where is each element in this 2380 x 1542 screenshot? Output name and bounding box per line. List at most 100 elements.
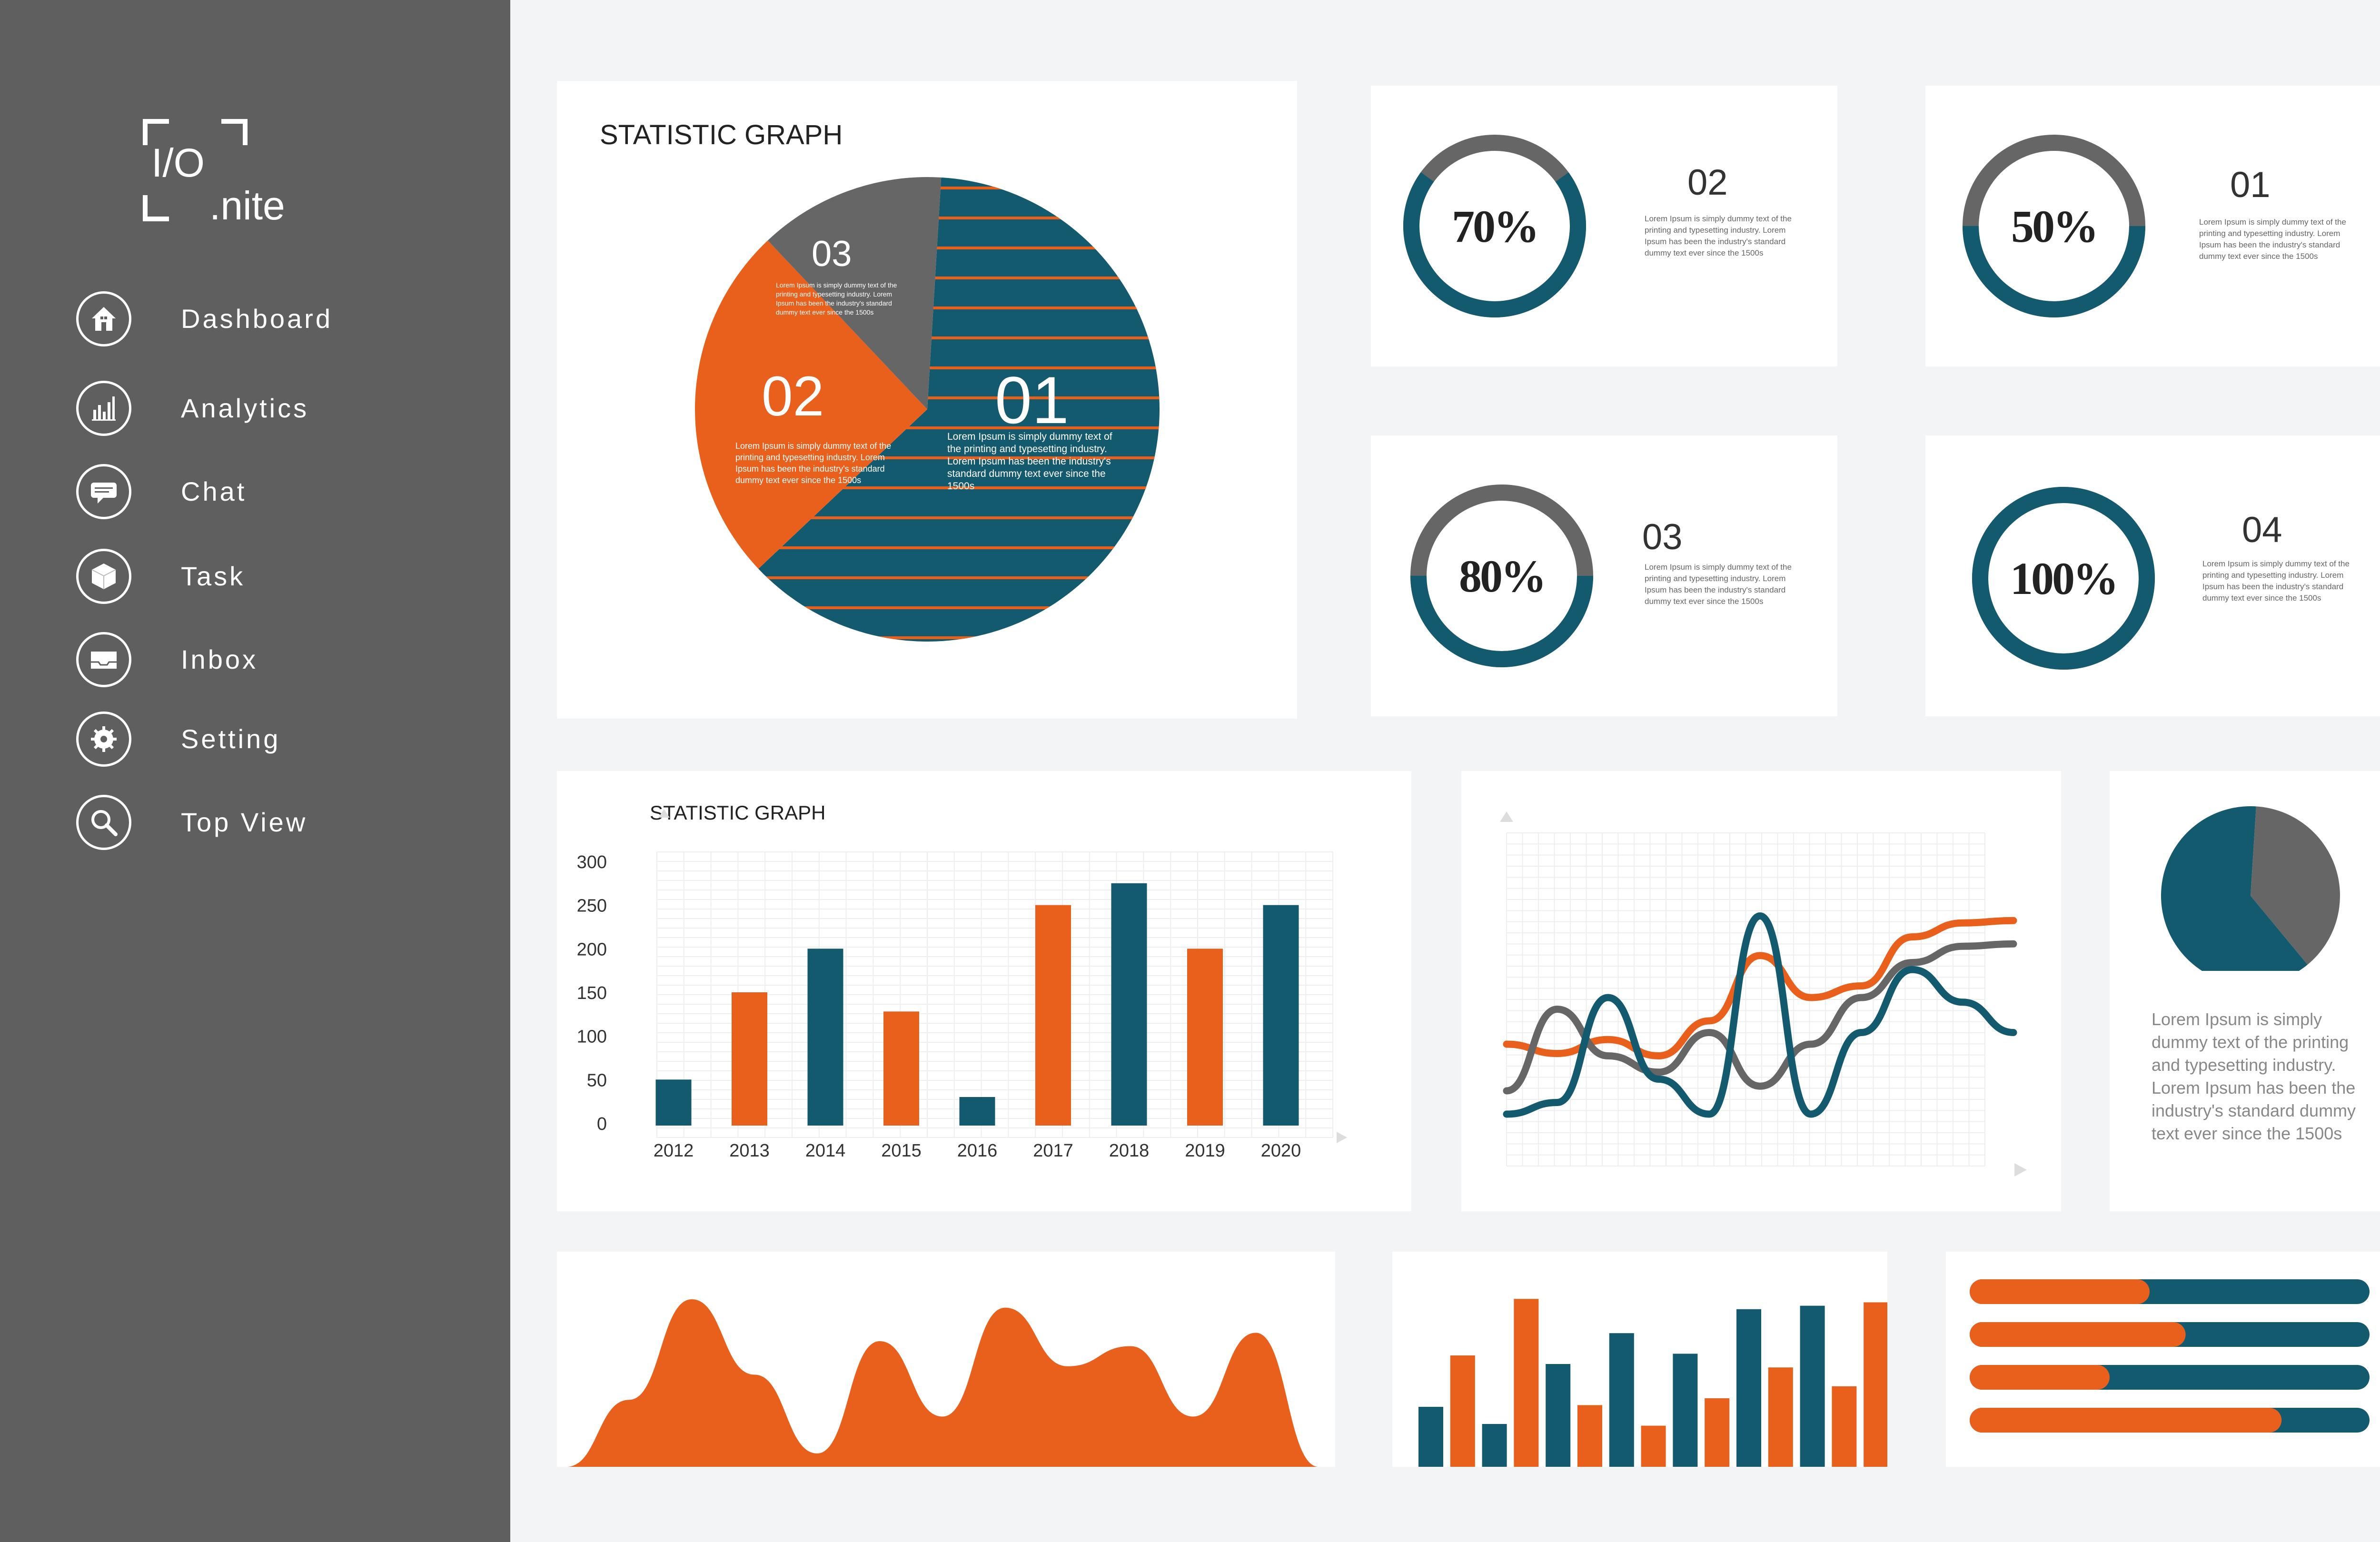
sidebar: I/O .nite Dashboard Analytics Chat Task … — [0, 0, 510, 1542]
sidebar-item-label: Inbox — [181, 644, 258, 674]
stripe — [758, 426, 1160, 429]
stripe — [758, 516, 1160, 519]
stripe — [758, 486, 1160, 489]
gear-icon — [76, 712, 131, 767]
bar-chart-card: STATISTIC GRAPH 0 50 100 150 200 250 300 2012 201… — [557, 771, 1411, 1211]
pie-chart-card: STATISTIC GRAPH 03 Lorem Ipsum is simply… — [557, 81, 1297, 719]
pie-text-02: Lorem Ipsum is simply dummy text of the … — [735, 441, 892, 485]
brand-logo: I/O .nite — [143, 119, 285, 228]
sidebar-item-setting[interactable]: Setting — [76, 712, 486, 773]
bar — [1609, 1333, 1634, 1467]
logo-text: I/O — [151, 140, 205, 185]
stripe — [758, 576, 1160, 579]
pie-slice — [2161, 806, 2308, 971]
area-chart — [566, 1299, 1319, 1467]
chat-icon — [76, 464, 131, 519]
pie-label-02: 02 — [762, 365, 824, 428]
gauge-percent: 80% — [1459, 551, 1547, 602]
pie-slice-02 — [695, 240, 927, 569]
stripe — [758, 456, 1160, 459]
card-title: STATISTIC GRAPH — [600, 119, 843, 150]
sidebar-item-top-view[interactable]: Top View — [76, 795, 486, 857]
bar — [1705, 1398, 1730, 1467]
y-tick-label: 0 — [597, 1114, 607, 1134]
sidebar-item-label: Setting — [181, 724, 281, 754]
mini-bar-chart — [1418, 1299, 1887, 1467]
bar — [1035, 905, 1071, 1126]
progress-ring — [1410, 484, 1593, 667]
inbox-icon — [76, 632, 131, 687]
sidebar-item-label: Analytics — [181, 393, 309, 423]
logo-corner — [143, 195, 169, 221]
small-pie-description: Lorem Ipsum is simply dummy text of the … — [2152, 1009, 2356, 1143]
sidebar-item-label: Top View — [181, 807, 308, 837]
sidebar-item-label: Chat — [181, 476, 247, 506]
y-tick-label: 300 — [577, 852, 607, 872]
progress-fill — [1970, 1408, 2282, 1433]
stripe — [758, 546, 1160, 549]
series-line — [1503, 917, 2017, 1060]
pie-chart — [695, 177, 1160, 642]
area-chart-card — [557, 1252, 1335, 1467]
x-tick-label: 2018 — [1109, 1141, 1150, 1161]
logo-text: .nite — [209, 183, 285, 228]
x-tick-label: 2014 — [805, 1141, 846, 1161]
bar — [1482, 1424, 1507, 1467]
y-tick-label: 200 — [577, 939, 607, 959]
sidebar-item-inbox[interactable]: Inbox — [76, 632, 486, 694]
bar — [1800, 1305, 1825, 1467]
ring-fill — [1963, 135, 2145, 317]
x-tick-label: 2012 — [654, 1141, 694, 1161]
sidebar-item-task[interactable]: Task — [76, 549, 486, 611]
mini-bar-card — [1392, 1252, 1887, 1467]
x-axis-arrow — [1337, 1132, 1347, 1143]
bar — [1263, 905, 1299, 1126]
bar — [1514, 1299, 1539, 1467]
progress-fill — [1970, 1365, 2110, 1390]
gauge-card: 70% 02 Lorem Ipsum is simply dummy text … — [1371, 86, 1837, 366]
bar — [1673, 1354, 1698, 1467]
bar — [1187, 949, 1223, 1126]
progress-bars — [1970, 1279, 2370, 1433]
bar — [1641, 1425, 1666, 1467]
y-tick-label: 250 — [577, 896, 607, 916]
x-tick-label: 2020 — [1261, 1141, 1301, 1161]
progress-bars-card — [1946, 1252, 2380, 1467]
area-fill — [566, 1299, 1319, 1467]
bar-chart: STATISTIC GRAPH 0 50 100 150 200 250 300 2012 201… — [577, 801, 1347, 1161]
gauge-card: 80% 03 Lorem Ipsum is simply dummy text … — [1371, 435, 1837, 716]
line-chart-card — [1461, 771, 2061, 1211]
pie-label-03: 03 — [812, 234, 852, 274]
progress-ring — [1972, 487, 2155, 670]
progress-ring — [1403, 135, 1586, 317]
pie-slice-03 — [767, 177, 942, 409]
sidebar-item-chat[interactable]: Chat — [76, 464, 486, 526]
cube-icon — [76, 549, 131, 604]
search-icon — [76, 795, 131, 850]
gauge-description: Lorem Ipsum is simply dummy text of the … — [2202, 559, 2350, 603]
gauge-number: 01 — [2230, 165, 2271, 205]
logo-corner — [221, 119, 248, 145]
y-tick-label: 50 — [587, 1070, 607, 1090]
gauge-number: 02 — [1687, 162, 1728, 203]
bar — [807, 949, 843, 1126]
stripe — [758, 606, 1160, 609]
bar — [1111, 883, 1147, 1126]
bar — [883, 1011, 919, 1126]
bar-chart-icon — [76, 381, 131, 436]
pie-slice — [2251, 806, 2340, 965]
y-tick-label: 100 — [577, 1027, 607, 1047]
stripe — [758, 366, 1160, 369]
stripe — [758, 217, 1160, 219]
bar — [1832, 1386, 1857, 1467]
small-pie-card: Lorem Ipsum is simply dummy text of the … — [2110, 771, 2380, 1211]
pie-slice-01 — [758, 177, 1160, 642]
ring-fill — [1410, 484, 1593, 667]
x-tick-label: 2016 — [957, 1141, 998, 1161]
sidebar-item-analytics[interactable]: Analytics — [76, 381, 486, 443]
bar — [1450, 1355, 1475, 1467]
sidebar-item-label: Task — [181, 561, 246, 591]
pie-text-03: Lorem Ipsum is simply dummy text of the … — [776, 281, 897, 316]
sidebar-item-dashboard[interactable]: Dashboard — [76, 291, 486, 353]
bar — [1736, 1309, 1761, 1467]
